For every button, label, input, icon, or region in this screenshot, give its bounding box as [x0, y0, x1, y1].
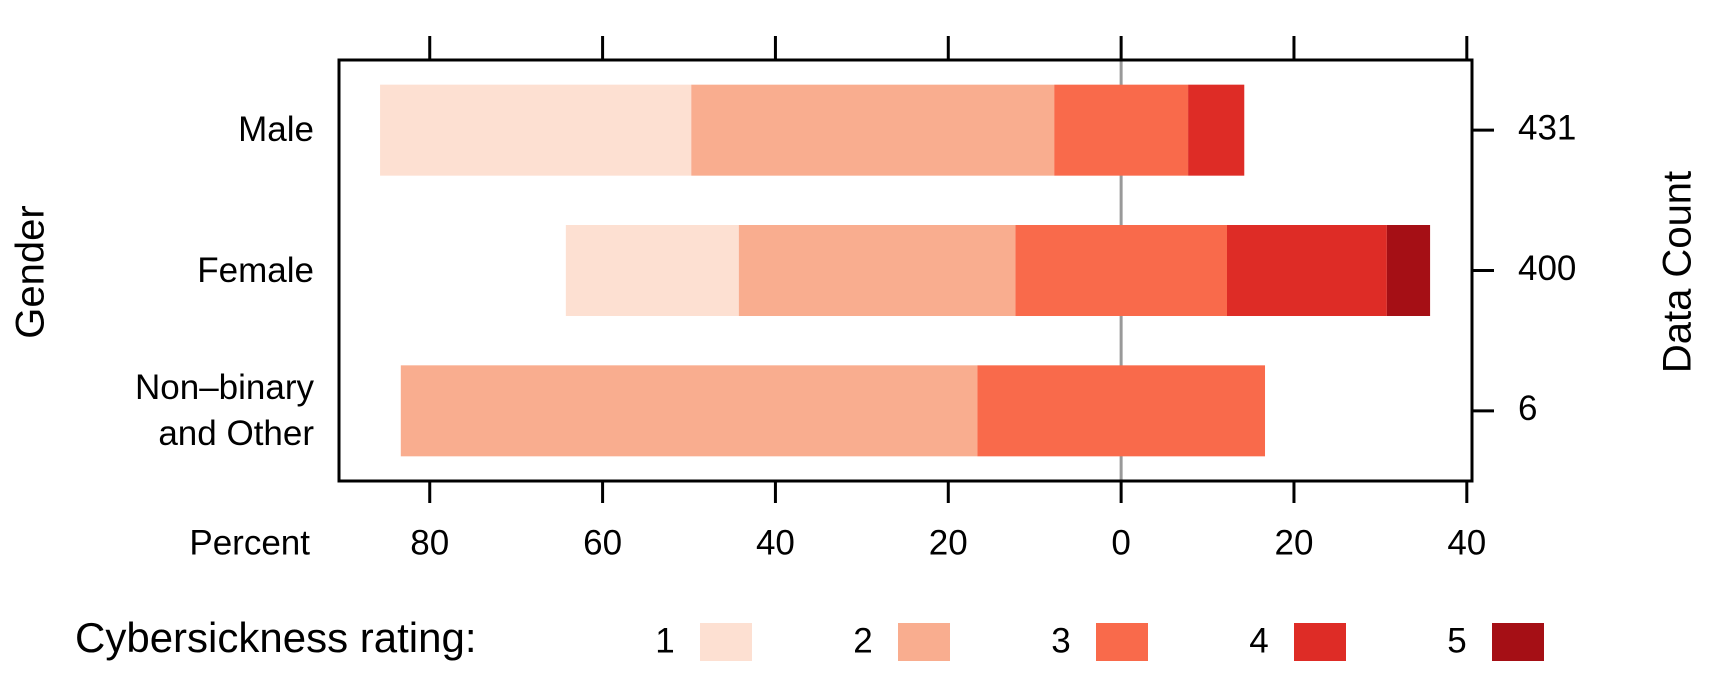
x-tick-label: 20 [929, 523, 968, 562]
x-tick-label: 20 [1275, 523, 1314, 562]
bar-segment [1226, 225, 1387, 316]
bar-segment [977, 365, 1266, 457]
legend-label: 5 [1447, 621, 1466, 660]
y2-axis-title: Data Count [1656, 171, 1700, 373]
legend-swatch [898, 623, 950, 661]
legend-title: Cybersickness rating: [75, 614, 476, 661]
category-label: Non–binary and Other [135, 367, 314, 453]
x-tick-label: 60 [583, 523, 622, 562]
bar-segment [380, 84, 692, 176]
bar-segment [691, 84, 1055, 176]
x-tick-label: 40 [1447, 523, 1486, 562]
bar-segment [1188, 84, 1245, 176]
bar-segment [1015, 225, 1227, 316]
legend-swatch [1096, 623, 1148, 661]
bar-segment [565, 225, 739, 316]
count-label: 431 [1518, 108, 1576, 147]
bar-segment [400, 365, 978, 457]
x-tick-label: 0 [1111, 523, 1130, 562]
bar-segment [1386, 225, 1431, 316]
count-label: 6 [1518, 389, 1537, 428]
legend-swatch [1294, 623, 1346, 661]
legend-swatch [700, 623, 752, 661]
legend-label: 3 [1051, 621, 1070, 660]
bar-segment [738, 225, 1016, 316]
count-label: 400 [1518, 249, 1576, 288]
x-tick-label: 40 [756, 523, 795, 562]
legend-label: 2 [853, 621, 872, 660]
bar-segment [1054, 84, 1189, 176]
x-axis-title: Percent [189, 523, 310, 562]
category-label: Female [197, 250, 314, 290]
legend-label: 4 [1249, 621, 1268, 660]
category-label: Male [238, 110, 314, 150]
y-axis-title: Gender [9, 205, 53, 338]
legend-label: 1 [655, 621, 674, 660]
legend-swatch [1492, 623, 1544, 661]
x-tick-label: 80 [410, 523, 449, 562]
